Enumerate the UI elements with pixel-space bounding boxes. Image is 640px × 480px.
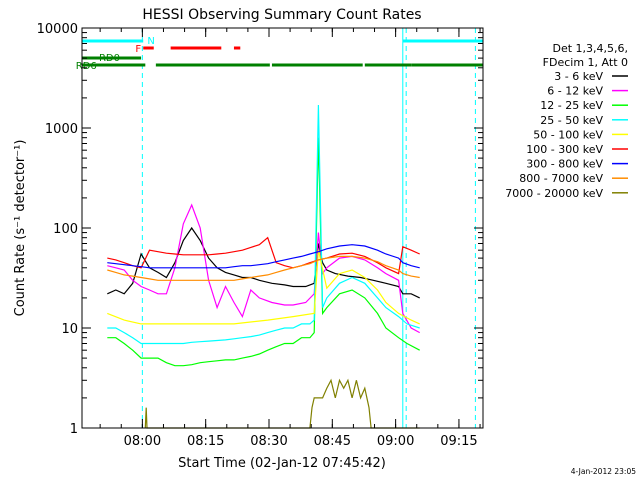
- flag-rd0-label: RD0: [99, 53, 120, 64]
- legend-label: 12 - 25 keV: [540, 99, 603, 112]
- series-line-4: [107, 250, 420, 325]
- y-tick-label: 10: [61, 322, 78, 337]
- y-axis-label: Count Rate (s⁻¹ detector⁻¹): [13, 140, 28, 317]
- legend-label: 7000 - 20000 keV: [505, 187, 603, 200]
- footer-date: 4-Jan-2012 23:05: [571, 467, 636, 476]
- flag-n-label: N: [147, 36, 154, 47]
- series-line-7: [107, 255, 420, 281]
- series-line-8: [144, 378, 420, 429]
- x-tick-label: 08:45: [314, 434, 351, 449]
- y-tick-label: 1000: [45, 122, 78, 137]
- x-tick-label: 08:15: [187, 434, 224, 449]
- legend: Det 1,3,4,5,6,FDecim 1, Att 03 - 6 keV 6 …: [505, 42, 628, 200]
- chart-title: HESSI Observing Summary Count Rates: [142, 7, 421, 23]
- legend-header: FDecim 1, Att 0: [543, 56, 628, 69]
- series-line-2: [107, 137, 420, 367]
- legend-label: 6 - 12 keV: [547, 85, 603, 98]
- legend-label: 50 - 100 keV: [533, 128, 603, 141]
- y-tick-label: 10000: [37, 22, 78, 37]
- legend-label: 25 - 50 keV: [540, 114, 603, 127]
- flag-f-label: F: [135, 44, 141, 55]
- legend-label: 800 - 7000 keV: [519, 172, 603, 185]
- x-tick-label: 09:15: [440, 434, 477, 449]
- legend-label: 3 - 6 keV: [554, 70, 603, 83]
- series-line-5: [107, 236, 420, 275]
- legend-label: 100 - 300 keV: [526, 143, 603, 156]
- series-line-3: [107, 104, 420, 345]
- series-line-0: [107, 226, 420, 299]
- x-tick-label: 08:00: [124, 434, 161, 449]
- x-axis-label: Start Time (02-Jan-12 07:45:42): [178, 456, 386, 471]
- y-tick-label: 1: [70, 422, 78, 437]
- legend-header: Det 1,3,4,5,6,: [552, 42, 628, 55]
- series-line-1: [107, 203, 420, 334]
- y-axis: 1 10 100 1000 10000: [37, 22, 483, 437]
- x-axis: 08:00 08:15 08:30 08:45 09:00 09:15: [99, 28, 481, 449]
- flag-rd6-label: RD6: [76, 61, 97, 72]
- x-tick-label: 08:30: [250, 434, 287, 449]
- series-line-6: [107, 244, 420, 269]
- y-tick-label: 100: [53, 222, 78, 237]
- legend-label: 300 - 800 keV: [526, 158, 603, 171]
- x-tick-label: 09:00: [377, 434, 414, 449]
